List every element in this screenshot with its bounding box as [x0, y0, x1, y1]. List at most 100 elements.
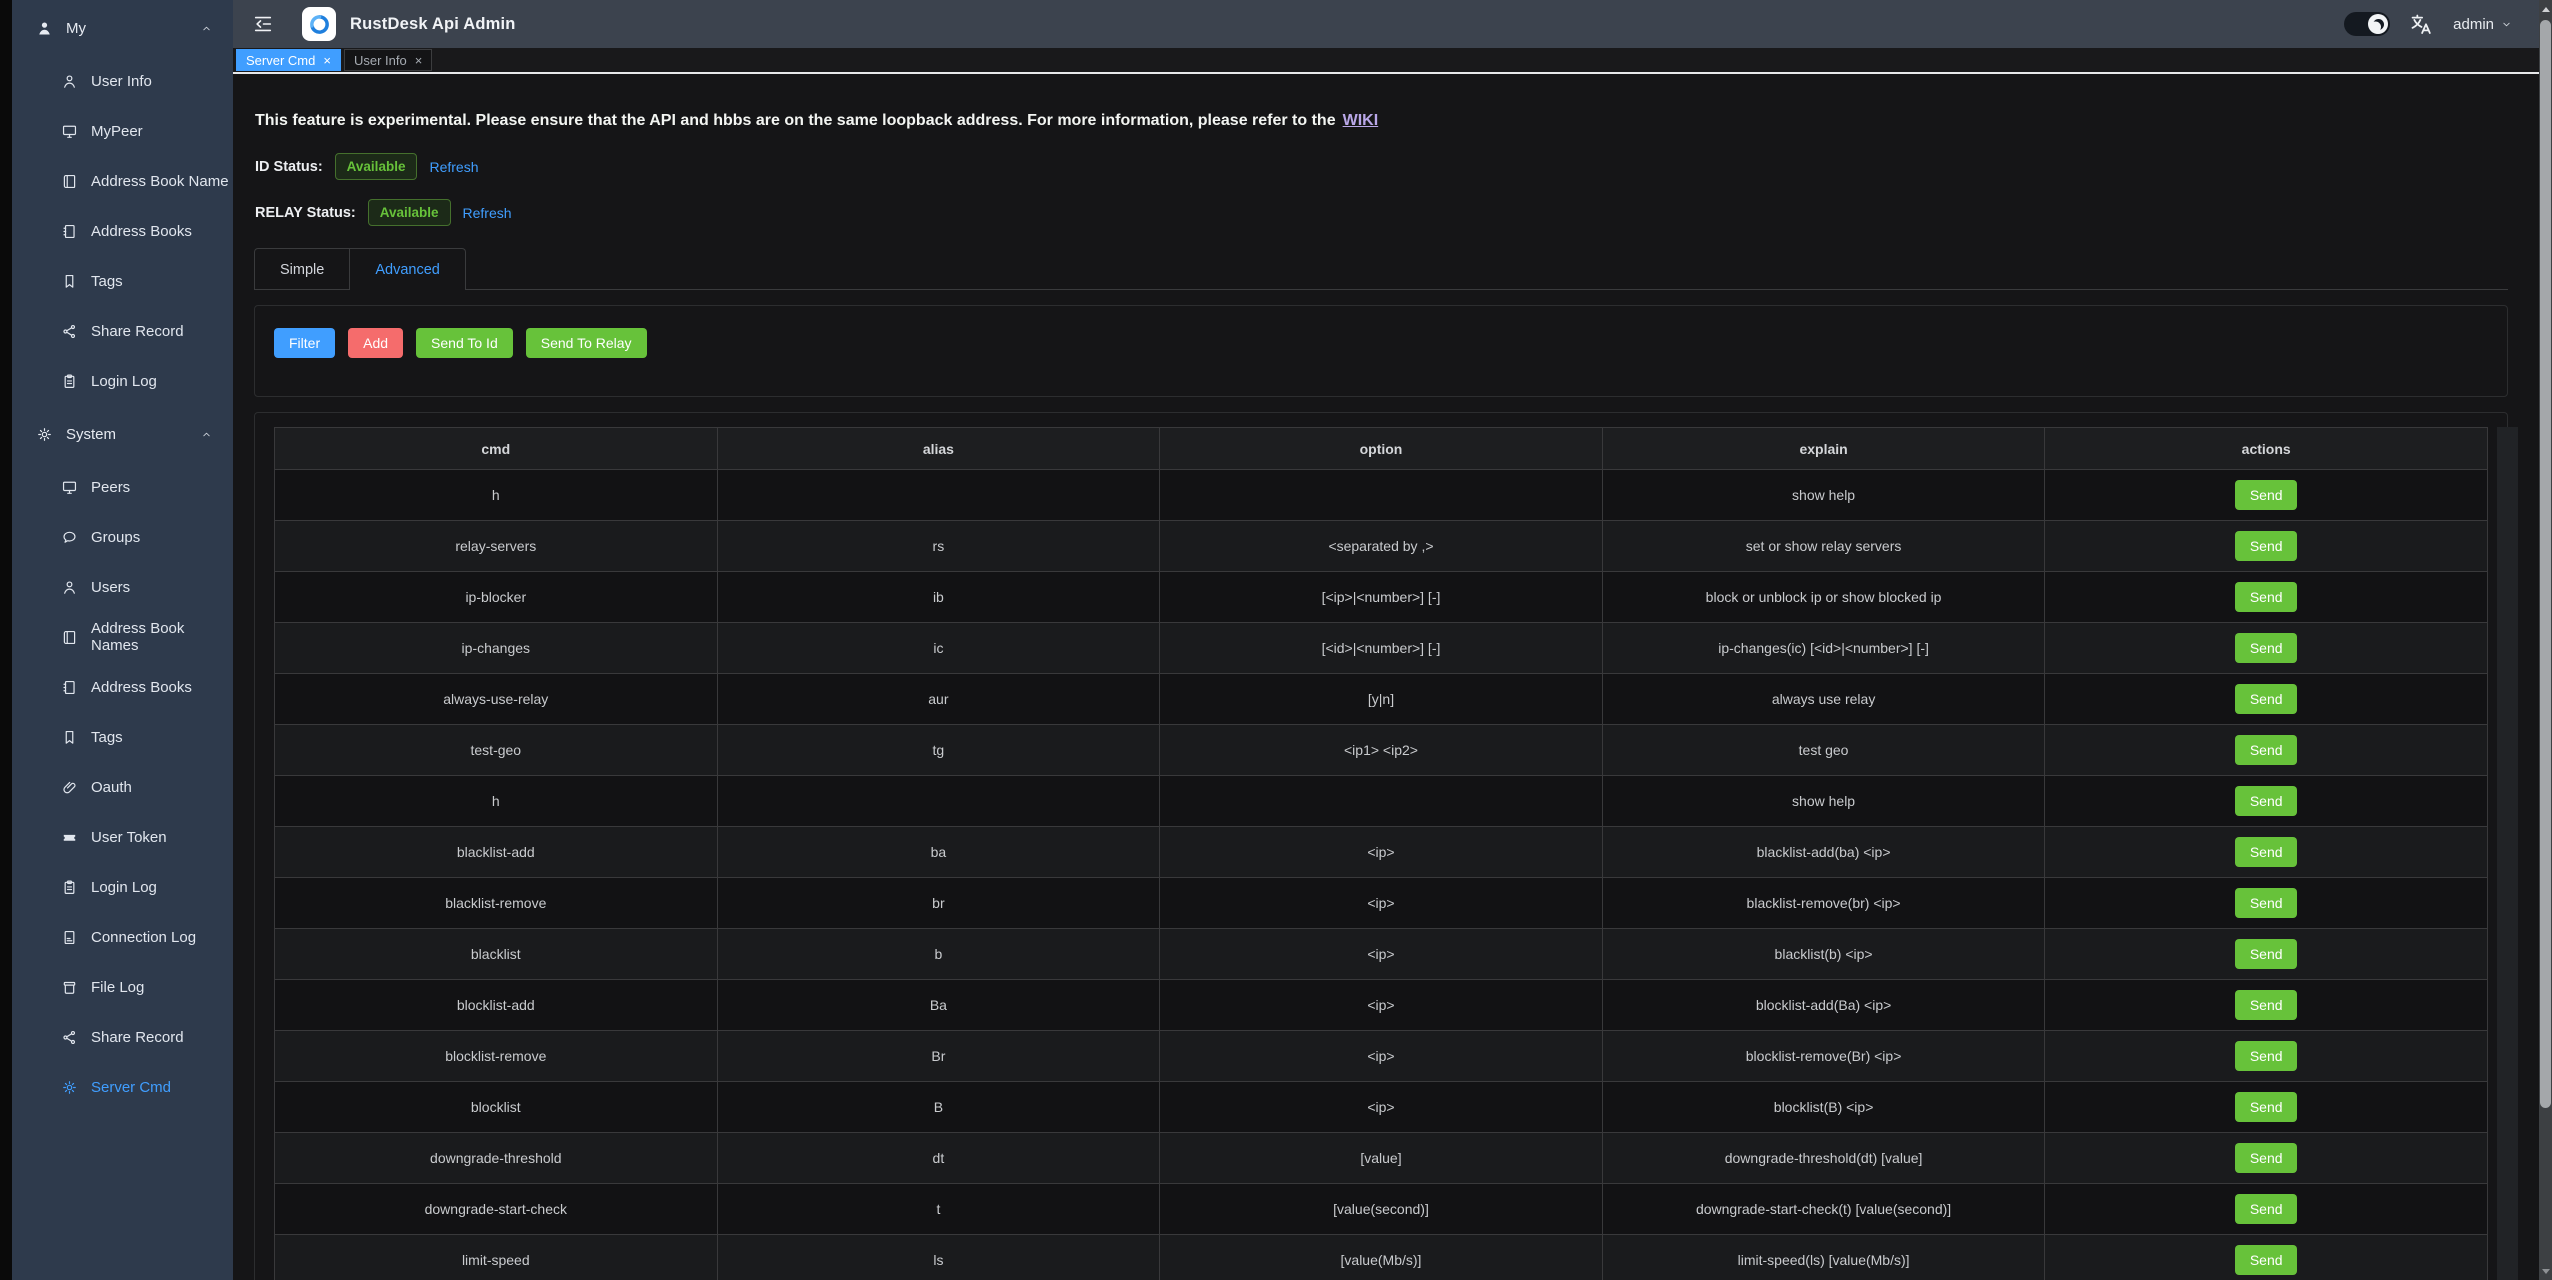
scrollbar-thumb[interactable] [2540, 20, 2551, 1108]
cell-alias: b [716, 928, 1161, 980]
cell-option: <ip> [1159, 877, 1603, 929]
cell-explain: blacklist(b) <ip> [1601, 928, 2046, 980]
send-button[interactable]: Send [2235, 480, 2298, 510]
sidebar-item-share-record[interactable]: Share Record [12, 1012, 233, 1062]
cell-explain: blacklist-remove(br) <ip> [1601, 877, 2046, 929]
cell-alias: ib [716, 571, 1161, 623]
cell-actions: Send [2044, 469, 2488, 521]
tab-user-info[interactable]: User Info × [343, 49, 433, 71]
sidebar-item-peers[interactable]: Peers [12, 462, 233, 512]
sidebar-item-address-book-name[interactable]: Address Book Name [12, 156, 233, 206]
language-icon[interactable] [2409, 12, 2434, 37]
table-row: always-use-relay aur [y|n] always use relay… [274, 673, 2488, 725]
sidebar-item-mypeer[interactable]: MyPeer [12, 106, 233, 156]
sidebar-item-server-cmd[interactable]: Server Cmd [12, 1062, 233, 1112]
send-button[interactable]: Send [2235, 837, 2298, 867]
cell-option: <separated by ,> [1159, 520, 1603, 572]
send-to-id-button[interactable]: Send To Id [416, 328, 513, 358]
sidebar-item-label: Tags [91, 728, 123, 746]
cell-cmd: blocklist-remove [274, 1030, 718, 1082]
notebook-icon [61, 679, 78, 696]
send-button[interactable]: Send [2235, 939, 2298, 969]
sidebar-item-tags[interactable]: Tags [12, 712, 233, 762]
sidebar-item-address-books[interactable]: Address Books [12, 206, 233, 256]
sidebar-item-label: MyPeer [91, 122, 143, 140]
send-button[interactable]: Send [2235, 990, 2298, 1020]
cell-alias: tg [716, 724, 1161, 776]
send-button[interactable]: Send [2235, 735, 2298, 765]
sidebar-item-connection-log[interactable]: Connection Log [12, 912, 233, 962]
table-scroll-gutter [2497, 427, 2518, 1280]
toolbar-card: Filter Add Send To Id Send To Relay [254, 305, 2508, 397]
id-refresh-link[interactable]: Refresh [429, 158, 479, 175]
add-button[interactable]: Add [348, 328, 404, 358]
user-menu[interactable]: admin [2453, 16, 2513, 33]
cell-cmd: ip-changes [274, 622, 718, 674]
cell-cmd: relay-servers [274, 520, 718, 572]
user-filled-icon [36, 20, 53, 37]
send-button[interactable]: Send [2235, 1194, 2298, 1224]
tab-close-icon[interactable]: × [323, 52, 331, 68]
sidebar-section-my[interactable]: My [12, 0, 233, 56]
tab-server-cmd[interactable]: Server Cmd × [236, 49, 341, 71]
sidebar-item-file-log[interactable]: File Log [12, 962, 233, 1012]
sidebar-item-address-books[interactable]: Address Books [12, 662, 233, 712]
sidebar-item-login-log[interactable]: Login Log [12, 356, 233, 406]
sidebar-section-label: System [66, 425, 117, 443]
sidebar-section-system[interactable]: System [12, 406, 233, 462]
relay-refresh-link[interactable]: Refresh [462, 204, 512, 221]
send-button[interactable]: Send [2235, 1092, 2298, 1122]
send-button[interactable]: Send [2235, 684, 2298, 714]
filter-button[interactable]: Filter [274, 328, 336, 358]
sidebar-item-users[interactable]: Users [12, 562, 233, 612]
cell-explain: ip-changes(ic) [<id>|<number>] [-] [1601, 622, 2046, 674]
sidebar-item-address-book-names[interactable]: Address Book Names [12, 612, 233, 662]
cell-alias: Ba [716, 979, 1161, 1031]
column-header-option: option [1159, 427, 1603, 470]
send-button[interactable]: Send [2235, 1041, 2298, 1071]
sidebar-item-user-token[interactable]: User Token [12, 812, 233, 862]
column-header-alias: alias [716, 427, 1161, 470]
collapse-sidebar-icon[interactable] [252, 13, 274, 35]
theme-toggle[interactable] [2344, 12, 2391, 36]
send-button[interactable]: Send [2235, 786, 2298, 816]
sidebar-item-oauth[interactable]: Oauth [12, 762, 233, 812]
table-row: ip-changes ic [<id>|<number>] [-] ip-change… [274, 622, 2488, 674]
topbar-actions: admin [2344, 12, 2539, 37]
send-button[interactable]: Send [2235, 1245, 2298, 1275]
cell-option: [value(Mb/s)] [1159, 1234, 1603, 1280]
cell-alias: Br [716, 1030, 1161, 1082]
send-button[interactable]: Send [2235, 633, 2298, 663]
column-header-actions: actions [2044, 427, 2488, 470]
sidebar-item-label: Address Books [91, 678, 192, 696]
sidebar-section-label: My [66, 19, 86, 37]
sidebar-item-user-info[interactable]: User Info [12, 56, 233, 106]
cell-actions: Send [2044, 520, 2488, 572]
scroll-up-arrow-icon[interactable] [2541, 7, 2550, 12]
relay-status-badge: Available [367, 199, 451, 226]
column-header-cmd: cmd [274, 427, 718, 470]
sidebar-item-tags[interactable]: Tags [12, 256, 233, 306]
cell-cmd: downgrade-threshold [274, 1132, 718, 1184]
sidebar-item-groups[interactable]: Groups [12, 512, 233, 562]
cell-actions: Send [2044, 673, 2488, 725]
sidebar-item-share-record[interactable]: Share Record [12, 306, 233, 356]
cell-cmd: test-geo [274, 724, 718, 776]
scroll-down-arrow-icon[interactable] [2541, 1269, 2550, 1274]
mode-tab-advanced[interactable]: Advanced [350, 248, 466, 290]
cell-option: [y|n] [1159, 673, 1603, 725]
send-to-relay-button[interactable]: Send To Relay [525, 328, 647, 358]
cell-option: [<id>|<number>] [-] [1159, 622, 1603, 674]
send-button[interactable]: Send [2235, 1143, 2298, 1173]
mode-tab-simple[interactable]: Simple [254, 248, 351, 290]
cell-option [1159, 775, 1603, 827]
wiki-link[interactable]: WIKI [1342, 112, 1379, 129]
send-button[interactable]: Send [2235, 531, 2298, 561]
send-button[interactable]: Send [2235, 582, 2298, 612]
cell-option: [<ip>|<number>] [-] [1159, 571, 1603, 623]
chevron-up-icon [200, 22, 213, 35]
send-button[interactable]: Send [2235, 888, 2298, 918]
tab-close-icon[interactable]: × [414, 52, 423, 68]
cell-option: <ip> [1159, 826, 1603, 878]
sidebar-item-login-log[interactable]: Login Log [12, 862, 233, 912]
